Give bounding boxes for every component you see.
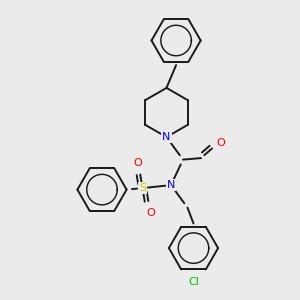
Text: N: N bbox=[162, 132, 171, 142]
Text: N: N bbox=[167, 180, 175, 190]
Text: O: O bbox=[134, 158, 142, 169]
Text: S: S bbox=[139, 183, 146, 193]
Text: O: O bbox=[216, 138, 225, 148]
Text: O: O bbox=[146, 208, 155, 218]
Text: Cl: Cl bbox=[188, 277, 199, 287]
